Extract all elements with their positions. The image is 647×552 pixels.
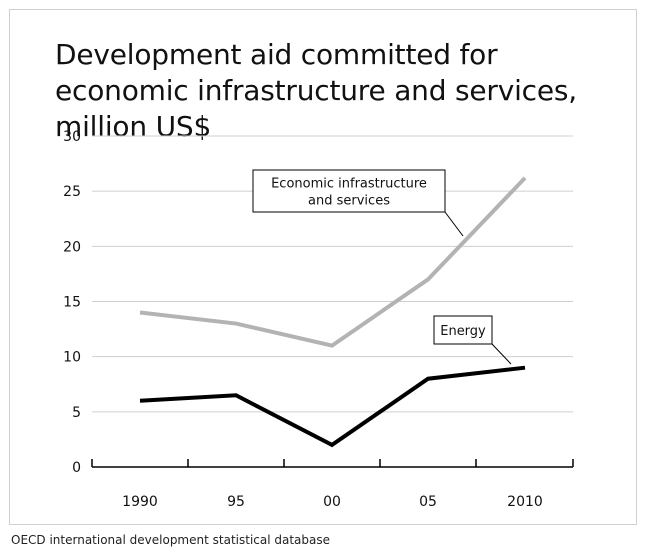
source-note: OECD international development statistic… [11, 533, 331, 547]
label-text: Economic infrastructure [271, 177, 427, 192]
y-tick-label: 15 [63, 295, 81, 311]
series-line-economic-infrastructure [139, 176, 527, 348]
label-text: and services [308, 194, 390, 209]
y-tick-label: 10 [63, 350, 81, 366]
label-box [252, 169, 446, 213]
x-tick-label: 95 [227, 494, 245, 510]
leader-line [491, 343, 512, 365]
chart-title: Development aid committed for economic i… [55, 38, 577, 143]
y-tick-label: 5 [72, 405, 81, 421]
series-label-economic-infrastructure: Economic infrastructure and services [252, 169, 464, 237]
series-line-energy [139, 365, 526, 448]
label-text: Energy [440, 324, 486, 339]
x-tick-label: 1990 [122, 494, 158, 510]
x-tick-label: 05 [419, 494, 437, 510]
y-tick-label: 25 [63, 184, 81, 200]
label-box [433, 315, 493, 345]
y-tick-label: 20 [63, 239, 81, 255]
series-label-energy: Energy [433, 315, 512, 365]
x-tick-label: 2010 [507, 494, 543, 510]
leader-line [444, 211, 464, 237]
x-tick-label: 00 [323, 494, 341, 510]
y-tick-label: 30 [63, 129, 81, 145]
y-tick-label: 0 [72, 460, 81, 476]
